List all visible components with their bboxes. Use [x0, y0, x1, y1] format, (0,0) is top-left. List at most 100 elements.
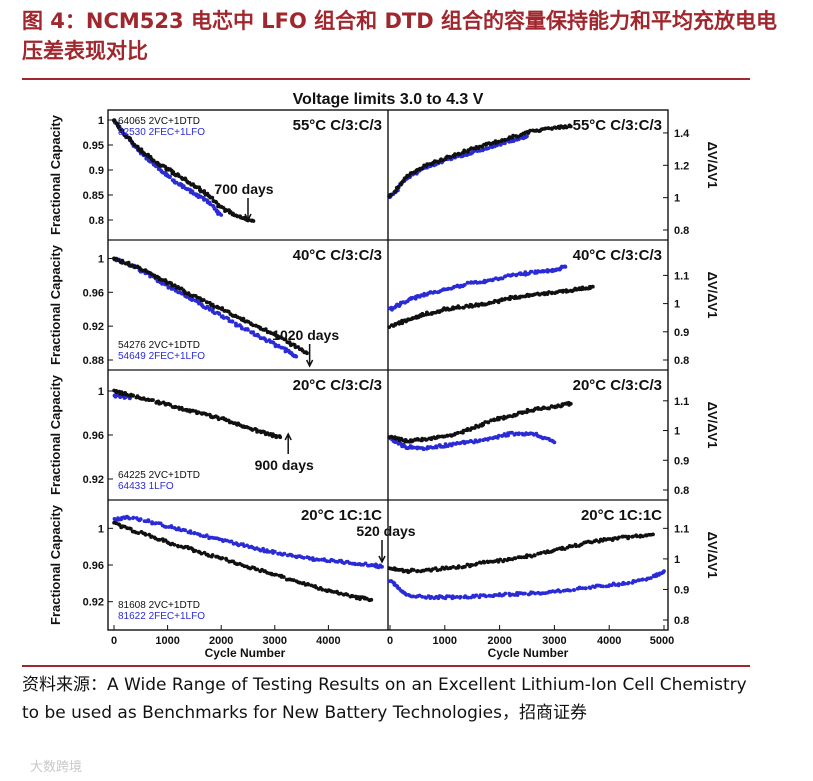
voltage-point-black	[389, 192, 394, 197]
voltage-point-blue	[517, 431, 521, 436]
capacity-point-black	[176, 544, 181, 549]
right-y-tick-label: 1	[674, 299, 680, 311]
voltage-point-blue	[465, 280, 470, 285]
voltage-point-black	[532, 553, 537, 558]
capacity-point-blue	[240, 326, 244, 331]
capacity-point-black	[270, 434, 275, 439]
voltage-point-black	[542, 406, 547, 410]
panel-condition-right: 20°C 1C:1C	[581, 507, 662, 524]
voltage-point-blue	[434, 445, 439, 450]
figure-title: 图 4：NCM523 电芯中 LFO 组合和 DTD 组合的容量保持能力和平均充…	[22, 9, 777, 63]
voltage-point-black	[570, 544, 575, 549]
right-y-tick-label: 1.1	[674, 396, 689, 408]
capacity-point-black	[128, 526, 133, 531]
right-y-axis-label: ΔV/ΔV1	[705, 402, 720, 449]
chart-marks	[112, 118, 666, 603]
capacity-point-blue	[150, 520, 155, 524]
capacity-point-black	[197, 410, 201, 415]
voltage-point-blue	[458, 594, 463, 599]
right-y-tick-label: 1	[674, 426, 680, 438]
left-y-tick-label: 0.85	[83, 190, 104, 202]
voltage-point-black	[411, 568, 416, 572]
capacity-point-black	[216, 417, 221, 422]
left-y-tick-label: 1	[98, 386, 104, 398]
voltage-point-blue	[446, 286, 451, 291]
capacity-point-black	[151, 158, 156, 163]
voltage-point-black	[547, 290, 551, 294]
capacity-point-blue	[246, 328, 250, 332]
voltage-point-black	[453, 152, 457, 157]
capacity-point-black	[201, 298, 206, 302]
legend-entry: 81622 2FEC+1LFO	[118, 611, 205, 622]
voltage-point-black	[500, 138, 504, 142]
capacity-point-blue	[267, 550, 272, 554]
right-x-tick-label: 0	[387, 635, 393, 647]
voltage-point-black	[481, 422, 486, 427]
voltage-point-blue	[583, 586, 588, 591]
capacity-point-blue	[217, 312, 222, 316]
voltage-point-black	[594, 538, 599, 543]
voltage-point-blue	[497, 433, 501, 438]
voltage-point-black	[396, 184, 401, 189]
capacity-point-blue	[183, 528, 188, 533]
voltage-point-blue	[455, 595, 459, 599]
voltage-point-blue	[478, 438, 482, 443]
capacity-point-black	[320, 587, 325, 592]
capacity-point-black	[210, 195, 215, 200]
voltage-point-black	[448, 155, 453, 160]
voltage-point-black	[574, 544, 578, 549]
right-y-tick-label: 1.1	[674, 270, 689, 282]
left-y-tick-label: 0.8	[89, 215, 104, 227]
voltage-point-black	[483, 420, 488, 424]
voltage-point-black	[498, 557, 503, 562]
capacity-point-blue	[164, 525, 168, 529]
capacity-point-black	[114, 389, 119, 393]
panel-condition-left: 55°C C/3:C/3	[293, 117, 382, 134]
capacity-point-blue	[282, 551, 287, 556]
legend-entry: 54276 2VC+1DTD	[118, 340, 200, 351]
panel-condition-right: 55°C C/3:C/3	[573, 117, 662, 134]
left-y-tick-label: 0.96	[83, 560, 104, 572]
capacity-point-blue	[273, 344, 278, 349]
voltage-point-blue	[389, 305, 394, 310]
capacity-point-black	[143, 532, 148, 537]
left-x-tick-label: 1000	[155, 635, 179, 647]
right-x-tick-label: 3000	[542, 635, 566, 647]
voltage-point-black	[519, 555, 524, 560]
source-label: 资料来源：	[22, 675, 107, 695]
voltage-point-black	[498, 415, 503, 420]
voltage-point-blue	[478, 280, 482, 285]
left-x-axis-label: Cycle Number	[205, 646, 286, 660]
left-y-tick-label: 0.92	[83, 321, 104, 333]
voltage-point-blue	[466, 595, 471, 600]
left-y-axis-label: Fractional Capacity	[48, 244, 63, 365]
source-text: A Wide Range of Testing Results on an Ex…	[22, 675, 747, 723]
annotation-label: 700 days	[214, 181, 273, 197]
right-y-tick-label: 1	[674, 554, 680, 566]
capacity-point-black	[274, 572, 278, 577]
legend-entry: 64225 2VC+1DTD	[118, 470, 200, 481]
voltage-point-blue	[580, 586, 585, 591]
annotation-label: 900 days	[255, 457, 314, 473]
capacity-point-black	[369, 597, 374, 602]
panel-condition-right: 20°C C/3:C/3	[573, 377, 662, 394]
left-y-tick-label: 0.95	[83, 140, 104, 152]
voltage-point-blue	[601, 584, 605, 589]
left-x-tick-label: 2000	[209, 635, 233, 647]
voltage-point-black	[470, 563, 475, 567]
voltage-point-blue	[484, 594, 488, 599]
capacity-point-black	[250, 428, 255, 432]
capacity-point-blue	[272, 549, 277, 554]
voltage-point-black	[626, 534, 631, 539]
capacity-point-black	[131, 393, 136, 398]
watermark: 大数跨境	[30, 760, 83, 775]
voltage-point-blue	[577, 586, 582, 591]
legend-entry: 81608 2VC+1DTD	[118, 600, 200, 611]
capacity-point-black	[306, 582, 311, 587]
right-y-tick-label: 1.2	[674, 160, 689, 172]
left-y-tick-label: 1	[98, 115, 104, 127]
voltage-point-black	[451, 565, 456, 569]
capacity-point-black	[204, 412, 209, 417]
annotation-label: 1020 days	[272, 327, 339, 343]
voltage-point-black	[463, 564, 467, 569]
